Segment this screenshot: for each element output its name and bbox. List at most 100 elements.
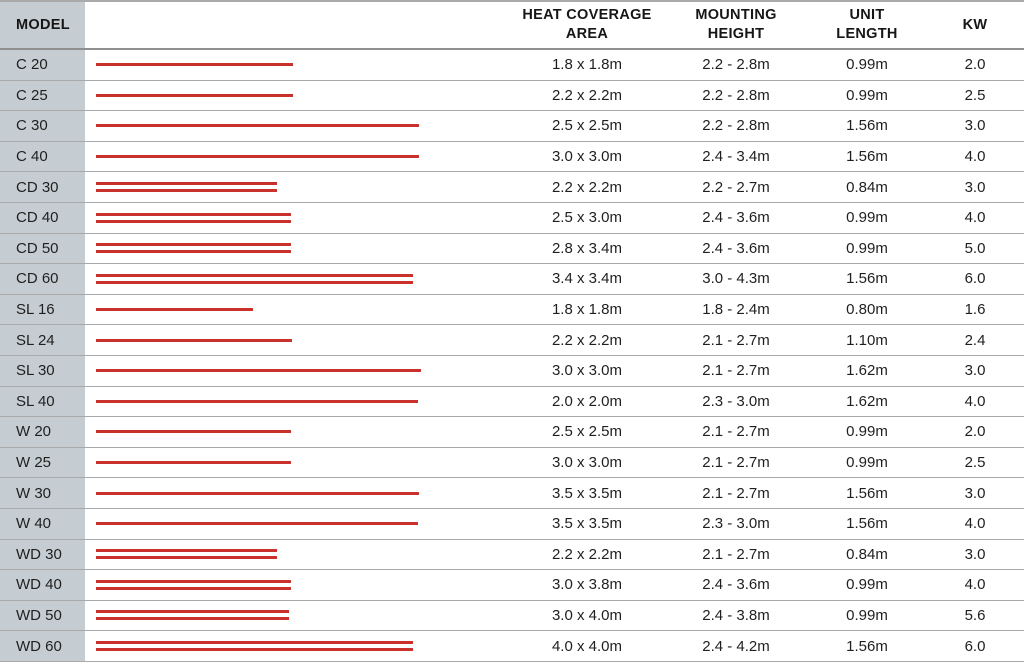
heater-element-line <box>96 399 418 403</box>
coverage-cell: 2.5 x 2.5m <box>551 423 623 441</box>
model-cell: SL 40 <box>0 386 90 417</box>
length-cell: 1.10m <box>846 331 888 349</box>
heater-element-line <box>96 579 291 583</box>
kw-cell: 2.4 <box>964 331 986 349</box>
kw-cell: 5.6 <box>964 606 986 624</box>
heater-element-line <box>96 617 289 621</box>
height-cell: 2.2 - 2.7m <box>702 178 770 196</box>
kw-cell: 2.0 <box>964 423 986 441</box>
length-cell: 1.56m <box>846 270 888 288</box>
heater-element-line <box>96 63 293 67</box>
coverage-cell: 2.2 x 2.2m <box>551 178 623 196</box>
table-body: C 20 1.8 x 1.8m 2.2 - 2.8m 0.99m 2.0 C 25 2.2 … <box>0 50 1024 662</box>
bar-cell <box>90 203 510 233</box>
table-row: SL 24 2.2 x 2.2m 2.1 - 2.7m 1.10m 2.4 <box>0 325 1024 356</box>
table-row: C 40 3.0 x 3.0m 2.4 - 3.4m 1.56m 4.0 <box>0 141 1024 173</box>
kw-cell: 3.0 <box>964 362 986 380</box>
coverage-cell: 3.0 x 3.0m <box>551 454 623 472</box>
length-cell: 1.56m <box>846 637 888 655</box>
unit-length-bar <box>96 243 291 254</box>
height-cell: 2.2 - 2.8m <box>702 117 770 135</box>
heater-element-line <box>96 641 413 645</box>
length-cell: 0.84m <box>846 178 888 196</box>
bar-cell <box>90 356 510 386</box>
coverage-cell: 3.0 x 4.0m <box>551 606 623 624</box>
height-cell: 2.1 - 2.7m <box>702 362 770 380</box>
model-cell: SL 24 <box>0 325 90 355</box>
bar-cell <box>90 540 510 570</box>
unit-length-bar <box>96 461 291 465</box>
model-cell: C 20 <box>0 50 90 80</box>
height-cell: 2.3 - 3.0m <box>702 515 770 533</box>
table-header-row: MODEL HEAT COVERAGE AREA MOUNTING HEIGHT… <box>0 2 1024 50</box>
heater-element-line <box>96 461 291 465</box>
height-cell: 2.3 - 3.0m <box>702 392 770 410</box>
heater-element-line <box>96 212 291 216</box>
heater-element-line <box>96 338 292 342</box>
kw-cell: 2.0 <box>964 56 986 74</box>
bar-cell <box>90 509 510 539</box>
heater-element-line <box>96 586 291 590</box>
model-cell: W 40 <box>0 508 90 539</box>
bar-cell <box>90 81 510 111</box>
bar-cell <box>90 50 510 80</box>
coverage-cell: 3.5 x 3.5m <box>551 515 623 533</box>
heater-element-line <box>96 250 291 254</box>
kw-cell: 6.0 <box>964 637 986 655</box>
kw-cell: 4.0 <box>964 148 986 166</box>
length-cell: 0.99m <box>846 423 888 441</box>
model-cell: C 25 <box>0 80 90 111</box>
bar-cell <box>90 172 510 202</box>
table-row: WD 50 3.0 x 4.0m 2.4 - 3.8m 0.99m 5.6 <box>0 600 1024 632</box>
model-cell: CD 30 <box>0 172 90 202</box>
height-cell: 2.4 - 3.6m <box>702 239 770 257</box>
model-cell: WD 40 <box>0 570 90 600</box>
height-cell: 3.0 - 4.3m <box>702 270 770 288</box>
model-cell: C 40 <box>0 141 90 172</box>
bar-cell <box>90 570 510 600</box>
coverage-cell: 2.2 x 2.2m <box>551 545 623 563</box>
table-row: CD 60 3.4 x 3.4m 3.0 - 4.3m 1.56m 6.0 <box>0 264 1024 295</box>
table-row: C 30 2.5 x 2.5m 2.2 - 2.8m 1.56m 3.0 <box>0 111 1024 142</box>
model-cell: SL 16 <box>0 294 90 325</box>
kw-cell: 5.0 <box>964 239 986 257</box>
coverage-cell: 3.0 x 3.0m <box>551 362 623 380</box>
table-row: W 40 3.5 x 3.5m 2.3 - 3.0m 1.56m 4.0 <box>0 508 1024 540</box>
unit-length-bar <box>96 369 421 373</box>
unit-length-bar <box>96 522 418 526</box>
bar-cell <box>90 142 510 172</box>
unit-length-bar <box>96 212 291 223</box>
kw-cell: 3.0 <box>964 178 986 196</box>
heater-element-line <box>96 273 413 277</box>
model-cell: W 20 <box>0 417 90 447</box>
kw-cell: 4.0 <box>964 392 986 410</box>
height-cell: 2.4 - 3.8m <box>702 606 770 624</box>
heater-element-line <box>96 430 291 434</box>
model-cell: CD 50 <box>0 233 90 264</box>
unit-length-bar <box>96 124 419 128</box>
unit-length-bar <box>96 641 413 652</box>
column-header-kw: KW <box>962 16 988 33</box>
heater-element-line <box>96 610 289 614</box>
unit-length-bar <box>96 430 291 434</box>
bar-cell <box>90 417 510 447</box>
kw-cell: 2.5 <box>964 454 986 472</box>
kw-cell: 3.0 <box>964 545 986 563</box>
coverage-cell: 2.8 x 3.4m <box>551 239 623 257</box>
coverage-cell: 2.2 x 2.2m <box>551 86 623 104</box>
heater-element-line <box>96 549 277 553</box>
coverage-cell: 2.0 x 2.0m <box>551 392 623 410</box>
heater-element-line <box>96 219 291 223</box>
unit-length-bar <box>96 579 291 590</box>
table-row: WD 30 2.2 x 2.2m 2.1 - 2.7m 0.84m 3.0 <box>0 539 1024 571</box>
table-row: SL 16 1.8 x 1.8m 1.8 - 2.4m 0.80m 1.6 <box>0 294 1024 326</box>
kw-cell: 6.0 <box>964 270 986 288</box>
length-cell: 0.99m <box>846 239 888 257</box>
unit-length-bar <box>96 491 419 495</box>
bar-cell <box>90 448 510 478</box>
bar-cell <box>90 234 510 264</box>
height-cell: 1.8 - 2.4m <box>702 301 770 319</box>
heater-element-line <box>96 648 413 652</box>
coverage-cell: 2.5 x 2.5m <box>551 117 623 135</box>
table-row: CD 50 2.8 x 3.4m 2.4 - 3.6m 0.99m 5.0 <box>0 233 1024 265</box>
